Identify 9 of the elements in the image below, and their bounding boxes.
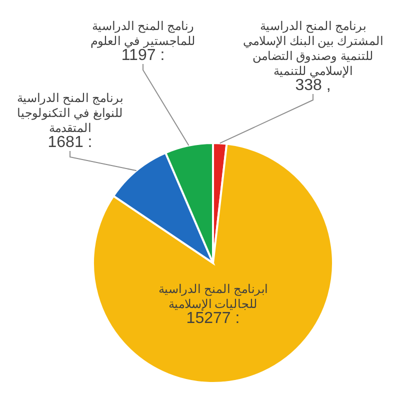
slice-label: ابرنامج المنح الدراسية للجاليات الإسلامية bbox=[158, 282, 268, 312]
data-label: : 15277 bbox=[186, 310, 240, 327]
slice-label: برنامج المنح الدراسية للنوابغ في التكنولوجيا المتقدمة bbox=[17, 91, 123, 135]
slice-label: رنامج المنح الدراسية للماجستير في العلوم bbox=[90, 19, 196, 48]
slice-label: برنامج المنح الدراسية المشترك بين البنك الإسلامي للتنمية وصندوق التضامن الإسلامي للتنمية bbox=[242, 19, 384, 79]
data-label: , 338 bbox=[295, 77, 331, 94]
data-label: : 1681 bbox=[48, 134, 92, 151]
pie-slice bbox=[92, 142, 334, 384]
data-label: : 1197 bbox=[121, 47, 165, 64]
